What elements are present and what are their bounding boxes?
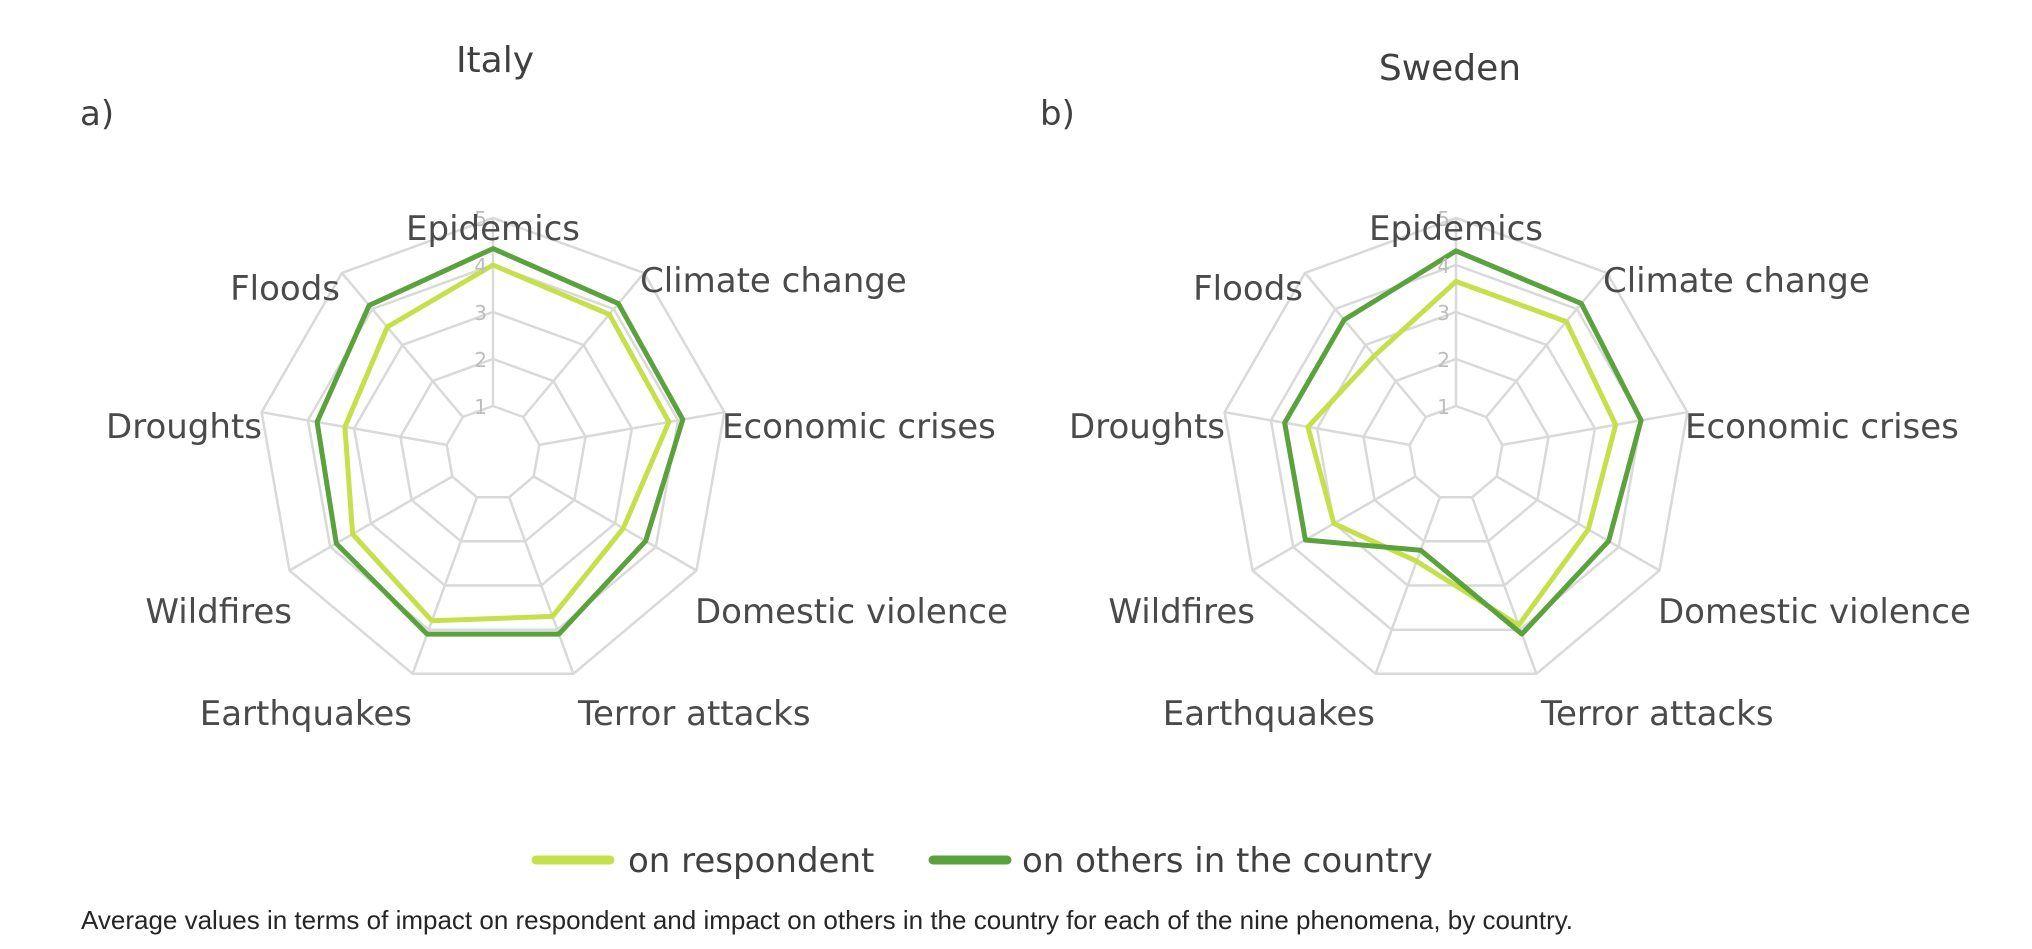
spoke-earthquakes — [411, 496, 479, 675]
tick-label-3: 3 — [1437, 301, 1450, 325]
axis-label-droughts: Droughts — [1069, 407, 1225, 447]
axis-label-earthquakes: Earthquakes — [200, 694, 412, 734]
axis-label-domestic-violence: Domestic violence — [1658, 592, 1971, 632]
spoke-floods — [1303, 272, 1427, 418]
series-on-others-in-the-country-sweden — [1282, 248, 1644, 637]
axis-label-wildfires: Wildfires — [145, 592, 292, 632]
spoke-domestic-violence — [533, 475, 698, 572]
axis-label-wildfires: Wildfires — [1108, 592, 1255, 632]
grid-ring-3 — [352, 310, 634, 587]
panel-letter-b: b) — [1040, 94, 1075, 134]
grid-ring-4 — [1269, 263, 1643, 631]
spoke-floods — [340, 272, 464, 418]
spoke-economic-crises — [1502, 410, 1688, 447]
legend-label-on-others: on others in the country — [1022, 841, 1433, 881]
tick-label-1: 1 — [1437, 395, 1450, 419]
axis-label-climate-change: Climate change — [1603, 261, 1870, 301]
chart-title-italy: Italy — [456, 40, 534, 81]
figure-caption: Average values in terms of impact on res… — [81, 905, 1574, 935]
spoke-economic-crises — [539, 410, 725, 447]
grid-ring-2 — [1362, 357, 1550, 543]
tick-label-1: 1 — [474, 395, 487, 419]
tick-label-4: 4 — [1437, 254, 1450, 278]
series-on-respondent-italy — [342, 262, 672, 624]
spoke-wildfires — [288, 475, 453, 572]
tick-label-4: 4 — [474, 254, 487, 278]
series-on-respondent-sweden — [1305, 279, 1619, 628]
axis-label-terror-attacks: Terror attacks — [577, 694, 811, 734]
series-on-others-in-the-country-italy — [314, 246, 686, 637]
tick-label-2: 2 — [1437, 348, 1450, 372]
axis-label-floods: Floods — [1193, 269, 1303, 309]
axis-label-domestic-violence: Domestic violence — [695, 592, 1008, 632]
axis-label-droughts: Droughts — [106, 407, 262, 447]
tick-label-5: 5 — [474, 207, 487, 231]
tick-label-5: 5 — [1437, 207, 1450, 231]
panel-letter-a: a) — [80, 94, 114, 134]
spoke-climate-change — [522, 272, 646, 418]
legend: on respondent on others in the country — [531, 841, 1433, 881]
chart-title-sweden: Sweden — [1379, 48, 1521, 89]
axis-label-floods: Floods — [230, 269, 340, 309]
spoke-droughts — [261, 410, 447, 447]
grid-ring-1 — [445, 404, 541, 499]
axis-label-epidemics: Epidemics — [1369, 209, 1543, 249]
grid-ring-2 — [399, 357, 587, 543]
grid-ring-5 — [260, 216, 726, 676]
spoke-domestic-violence — [1496, 475, 1661, 572]
legend-label-on-respondent: on respondent — [628, 841, 874, 881]
axis-label-economic-crises: Economic crises — [722, 407, 996, 447]
axis-label-earthquakes: Earthquakes — [1163, 694, 1375, 734]
spoke-terror-attacks — [1470, 496, 1538, 675]
spoke-earthquakes — [1374, 496, 1442, 675]
axis-label-climate-change: Climate change — [640, 261, 907, 301]
spoke-climate-change — [1485, 272, 1609, 418]
tick-label-2: 2 — [474, 348, 487, 372]
axis-label-terror-attacks: Terror attacks — [1540, 694, 1774, 734]
spoke-droughts — [1224, 410, 1410, 447]
tick-label-3: 3 — [474, 301, 487, 325]
grid-ring-1 — [1408, 404, 1504, 499]
axis-label-economic-crises: Economic crises — [1685, 407, 1959, 447]
grid-ring-5 — [1223, 216, 1689, 676]
spoke-terror-attacks — [507, 496, 575, 675]
axis-label-epidemics: Epidemics — [406, 209, 580, 249]
